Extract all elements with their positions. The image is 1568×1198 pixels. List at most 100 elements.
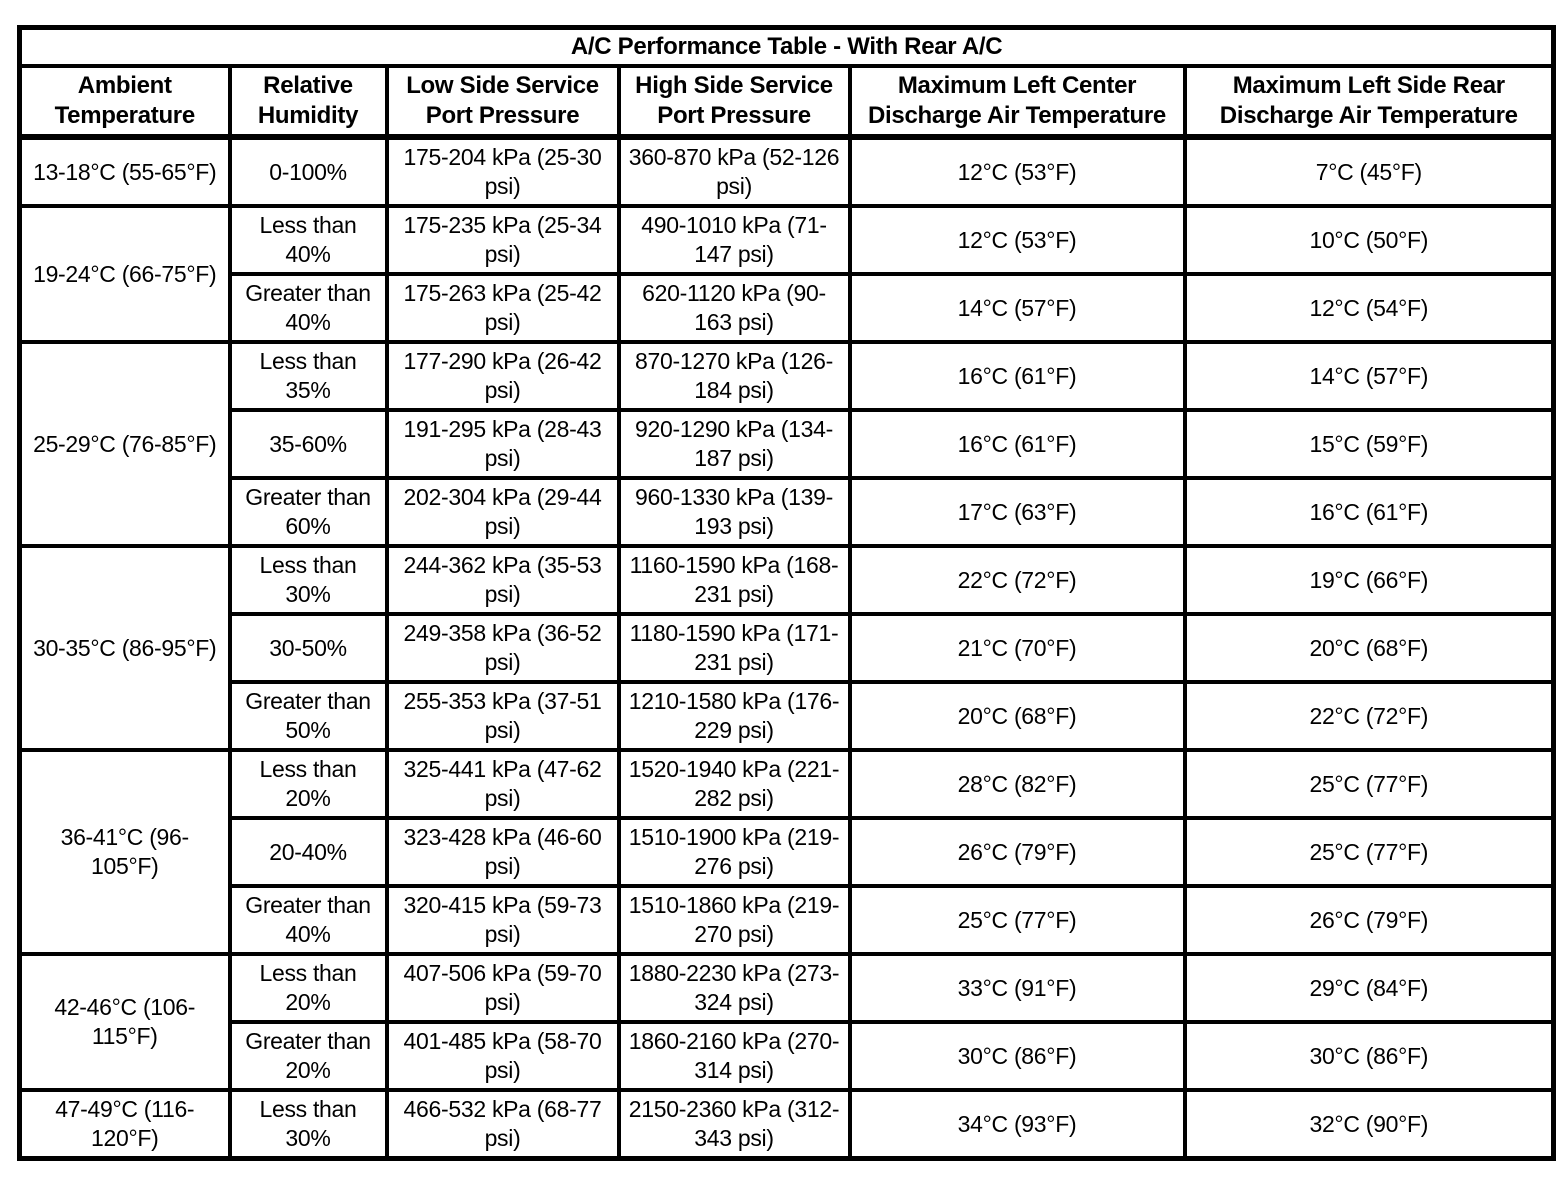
- max-left-side-rear-discharge-cell: 26°C (79°F): [1182, 884, 1556, 956]
- max-left-center-discharge-cell: 14°C (57°F): [847, 272, 1187, 344]
- table-row: 20-40% 323-428 kPa (46-60 psi) 1510-1900 k…: [20, 816, 1556, 888]
- max-left-side-rear-discharge-cell: 32°C (90°F): [1182, 1088, 1556, 1161]
- max-left-center-discharge-cell: 12°C (53°F): [847, 135, 1187, 208]
- table-row: Greater than 50% 255-353 kPa (37-51 psi) 1…: [20, 680, 1556, 752]
- max-left-side-rear-discharge-cell: 15°C (59°F): [1182, 408, 1556, 480]
- max-left-side-rear-discharge-cell: 16°C (61°F): [1182, 476, 1556, 548]
- relative-humidity-cell: Greater than 20%: [227, 1020, 389, 1092]
- ambient-temperature-cell: 30-35°C (86-95°F): [17, 544, 232, 752]
- relative-humidity-cell: Greater than 50%: [227, 680, 389, 752]
- max-left-side-rear-discharge-cell: 25°C (77°F): [1182, 748, 1556, 820]
- low-side-pressure-cell: 244-362 kPa (35-53 psi): [384, 544, 621, 616]
- high-side-pressure-cell: 1160-1590 kPa (168-231 psi): [616, 544, 852, 616]
- table-body: 13-18°C (55-65°F) 0-100% 175-204 kPa (25-3…: [17, 135, 1556, 1161]
- low-side-pressure-cell: 202-304 kPa (29-44 psi): [384, 476, 621, 548]
- max-left-center-discharge-cell: 28°C (82°F): [847, 748, 1187, 820]
- relative-humidity-cell: Less than 20%: [227, 748, 389, 820]
- ambient-temperature-cell: 42-46°C (106-115°F): [17, 952, 232, 1092]
- high-side-pressure-cell: 870-1270 kPa (126-184 psi): [616, 340, 852, 412]
- high-side-pressure-cell: 360-870 kPa (52-126 psi): [616, 135, 852, 208]
- max-left-side-rear-discharge-cell: 14°C (57°F): [1182, 340, 1556, 412]
- low-side-pressure-cell: 466-532 kPa (68-77 psi): [384, 1088, 621, 1161]
- max-left-side-rear-discharge-cell: 30°C (86°F): [1182, 1020, 1556, 1092]
- high-side-pressure-cell: 2150-2360 kPa (312-343 psi): [616, 1088, 852, 1161]
- max-left-center-discharge-cell: 33°C (91°F): [847, 952, 1187, 1024]
- table-row: Greater than 40% 320-415 kPa (59-73 psi) 1…: [20, 884, 1556, 956]
- max-left-side-rear-discharge-cell: 25°C (77°F): [1182, 816, 1556, 888]
- column-header-ambient-temperature: Ambient Temperature: [17, 64, 232, 140]
- high-side-pressure-cell: 1520-1940 kPa (221-282 psi): [616, 748, 852, 820]
- column-header-max-left-side-rear-discharge-air-temperature: Maximum Left Side Rear Discharge Air Tem…: [1182, 64, 1556, 140]
- high-side-pressure-cell: 1210-1580 kPa (176-229 psi): [616, 680, 852, 752]
- table-title: A/C Performance Table - With Rear A/C: [17, 25, 1556, 68]
- max-left-side-rear-discharge-cell: 10°C (50°F): [1182, 204, 1556, 276]
- ambient-temperature-cell: 13-18°C (55-65°F): [17, 135, 232, 208]
- low-side-pressure-cell: 255-353 kPa (37-51 psi): [384, 680, 621, 752]
- low-side-pressure-cell: 325-441 kPa (47-62 psi): [384, 748, 621, 820]
- max-left-center-discharge-cell: 25°C (77°F): [847, 884, 1187, 956]
- max-left-center-discharge-cell: 21°C (70°F): [847, 612, 1187, 684]
- column-header-max-left-center-discharge-air-temperature: Maximum Left Center Discharge Air Temper…: [847, 64, 1187, 140]
- table-row: 35-60% 191-295 kPa (28-43 psi) 920-1290 kP…: [20, 408, 1556, 480]
- high-side-pressure-cell: 1880-2230 kPa (273-324 psi): [616, 952, 852, 1024]
- table-row: Greater than 60% 202-304 kPa (29-44 psi) 9…: [20, 476, 1556, 548]
- max-left-center-discharge-cell: 26°C (79°F): [847, 816, 1187, 888]
- low-side-pressure-cell: 401-485 kPa (58-70 psi): [384, 1020, 621, 1092]
- table-row: 13-18°C (55-65°F) 0-100% 175-204 kPa (25-3…: [17, 135, 1556, 208]
- table-row: 30-50% 249-358 kPa (36-52 psi) 1180-1590 k…: [20, 612, 1556, 684]
- max-left-side-rear-discharge-cell: 22°C (72°F): [1182, 680, 1556, 752]
- table-title-row: A/C Performance Table - With Rear A/C: [17, 25, 1556, 68]
- high-side-pressure-cell: 1510-1900 kPa (219-276 psi): [616, 816, 852, 888]
- low-side-pressure-cell: 407-506 kPa (59-70 psi): [384, 952, 621, 1024]
- high-side-pressure-cell: 1180-1590 kPa (171-231 psi): [616, 612, 852, 684]
- low-side-pressure-cell: 175-263 kPa (25-42 psi): [384, 272, 621, 344]
- high-side-pressure-cell: 490-1010 kPa (71-147 psi): [616, 204, 852, 276]
- relative-humidity-cell: Less than 30%: [227, 544, 389, 616]
- ambient-temperature-cell: 47-49°C (116-120°F): [17, 1088, 232, 1161]
- column-header-relative-humidity: Relative Humidity: [227, 64, 389, 140]
- table-row: 19-24°C (66-75°F) Less than 40% 175-235 kP…: [17, 204, 1556, 344]
- low-side-pressure-cell: 175-235 kPa (25-34 psi): [384, 204, 621, 276]
- column-header-high-side-service-port-pressure: High Side Service Port Pressure: [616, 64, 852, 140]
- relative-humidity-cell: 0-100%: [227, 135, 389, 208]
- high-side-pressure-cell: 960-1330 kPa (139-193 psi): [616, 476, 852, 548]
- ac-performance-table: A/C Performance Table - With Rear A/C Am…: [17, 25, 1557, 1161]
- relative-humidity-cell: Greater than 40%: [227, 884, 389, 956]
- max-left-center-discharge-cell: 16°C (61°F): [847, 408, 1187, 480]
- table-row: 30-35°C (86-95°F) Less than 30% 244-362 kP…: [17, 544, 1556, 752]
- relative-humidity-cell: Less than 30%: [227, 1088, 389, 1161]
- table-row: 36-41°C (96-105°F) Less than 20% 325-441 k…: [17, 748, 1556, 956]
- low-side-pressure-cell: 320-415 kPa (59-73 psi): [384, 884, 621, 956]
- max-left-side-rear-discharge-cell: 7°C (45°F): [1182, 135, 1556, 208]
- relative-humidity-cell: Less than 20%: [227, 952, 389, 1024]
- table-header-row: Ambient Temperature Relative Humidity Lo…: [17, 64, 1556, 140]
- max-left-side-rear-discharge-cell: 20°C (68°F): [1182, 612, 1556, 684]
- column-header-low-side-service-port-pressure: Low Side Service Port Pressure: [384, 64, 621, 140]
- low-side-pressure-cell: 175-204 kPa (25-30 psi): [384, 135, 621, 208]
- low-side-pressure-cell: 249-358 kPa (36-52 psi): [384, 612, 621, 684]
- table-row: Greater than 20% 401-485 kPa (58-70 psi) 1…: [20, 1020, 1556, 1092]
- relative-humidity-cell: Greater than 40%: [227, 272, 389, 344]
- max-left-center-discharge-cell: 16°C (61°F): [847, 340, 1187, 412]
- relative-humidity-cell: Greater than 60%: [227, 476, 389, 548]
- high-side-pressure-cell: 620-1120 kPa (90-163 psi): [616, 272, 852, 344]
- low-side-pressure-cell: 191-295 kPa (28-43 psi): [384, 408, 621, 480]
- relative-humidity-cell: 30-50%: [227, 612, 389, 684]
- high-side-pressure-cell: 1860-2160 kPa (270-314 psi): [616, 1020, 852, 1092]
- low-side-pressure-cell: 177-290 kPa (26-42 psi): [384, 340, 621, 412]
- relative-humidity-cell: 35-60%: [227, 408, 389, 480]
- relative-humidity-cell: Less than 35%: [227, 340, 389, 412]
- max-left-center-discharge-cell: 20°C (68°F): [847, 680, 1187, 752]
- high-side-pressure-cell: 920-1290 kPa (134-187 psi): [616, 408, 852, 480]
- ambient-temperature-cell: 36-41°C (96-105°F): [17, 748, 232, 956]
- max-left-center-discharge-cell: 22°C (72°F): [847, 544, 1187, 616]
- relative-humidity-cell: 20-40%: [227, 816, 389, 888]
- max-left-center-discharge-cell: 12°C (53°F): [847, 204, 1187, 276]
- relative-humidity-cell: Less than 40%: [227, 204, 389, 276]
- table-row: 47-49°C (116-120°F) Less than 30% 466-532 …: [17, 1088, 1556, 1161]
- max-left-center-discharge-cell: 17°C (63°F): [847, 476, 1187, 548]
- max-left-side-rear-discharge-cell: 12°C (54°F): [1182, 272, 1556, 344]
- ambient-temperature-cell: 25-29°C (76-85°F): [17, 340, 232, 548]
- table-row: Greater than 40% 175-263 kPa (25-42 psi) 6…: [20, 272, 1556, 344]
- max-left-center-discharge-cell: 34°C (93°F): [847, 1088, 1187, 1161]
